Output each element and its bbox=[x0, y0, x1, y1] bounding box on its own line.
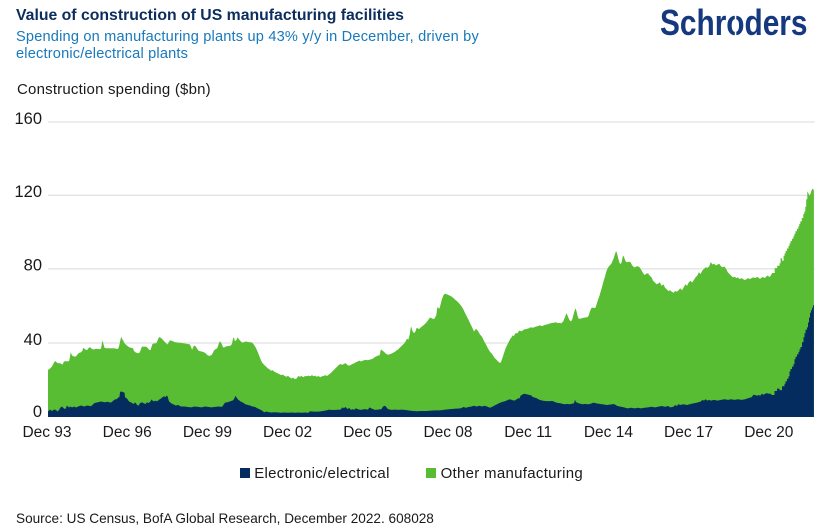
svg-text:Dec 99: Dec 99 bbox=[183, 424, 232, 441]
svg-text:0: 0 bbox=[33, 403, 42, 421]
svg-text:Dec 93: Dec 93 bbox=[22, 424, 71, 441]
svg-text:Dec 11: Dec 11 bbox=[504, 424, 552, 441]
svg-text:120: 120 bbox=[14, 183, 42, 201]
svg-text:160: 160 bbox=[14, 110, 42, 128]
svg-text:Dec 17: Dec 17 bbox=[664, 424, 713, 441]
svg-text:Dec 20: Dec 20 bbox=[744, 424, 793, 441]
svg-text:Dec 08: Dec 08 bbox=[423, 424, 472, 441]
svg-text:Dec 96: Dec 96 bbox=[103, 424, 152, 441]
svg-text:80: 80 bbox=[24, 257, 42, 275]
svg-text:40: 40 bbox=[24, 331, 42, 349]
svg-text:Dec 14: Dec 14 bbox=[584, 424, 633, 441]
svg-text:Schroders: Schroders bbox=[660, 6, 808, 42]
svg-text:Dec 02: Dec 02 bbox=[263, 424, 312, 441]
svg-text:Dec 05: Dec 05 bbox=[343, 424, 392, 441]
